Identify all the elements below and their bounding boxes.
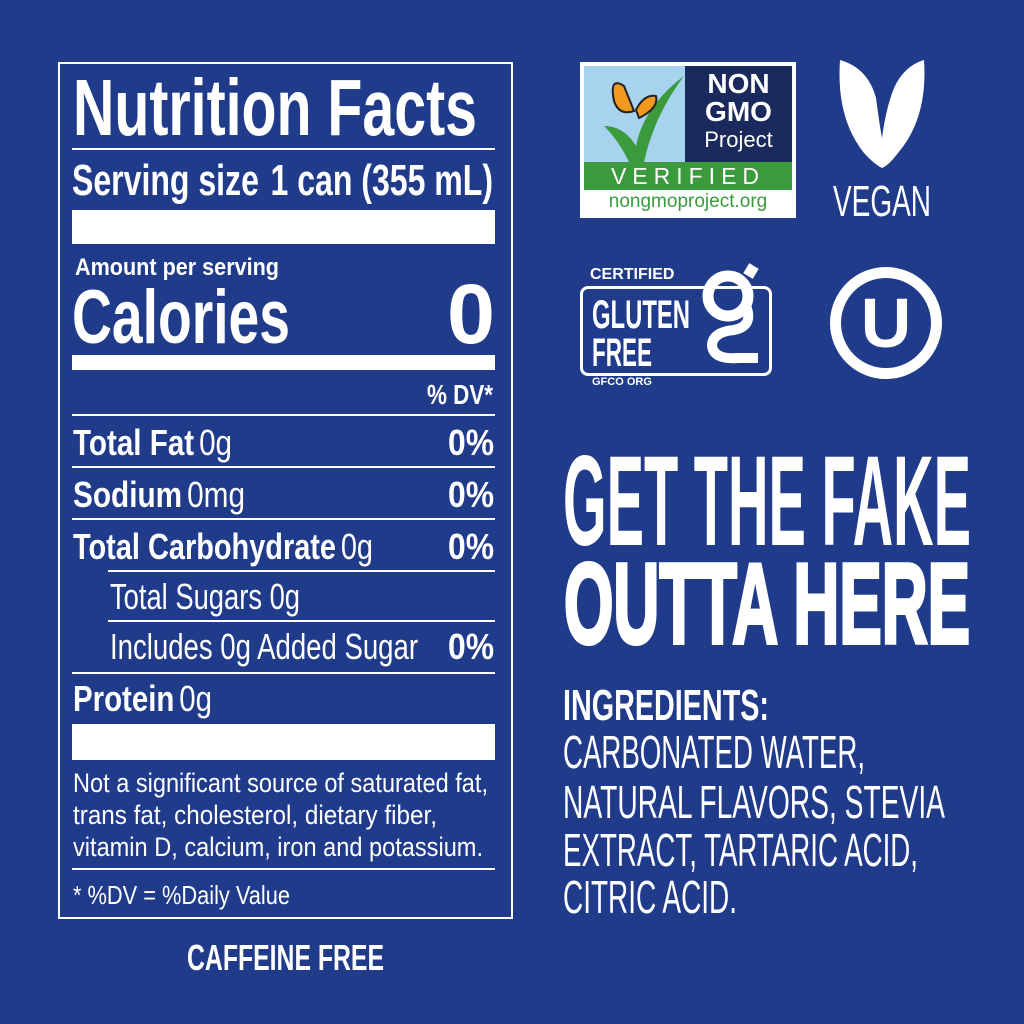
certified-label: CERTIFIED: [590, 266, 675, 283]
svg-text:Includes 0g Added Sugar: Includes 0g Added Sugar: [110, 626, 418, 667]
dv-added-sugar: 0%: [448, 626, 494, 667]
non-gmo-badge: NON GMO Project VERIFIED nongmoproject.o…: [580, 62, 796, 218]
divider-line: [72, 518, 495, 520]
divider-line: [108, 620, 495, 622]
svg-text:Protein0g: Protein0g: [73, 678, 212, 719]
divider-bar: [72, 210, 495, 244]
vegan-v-icon: [839, 60, 925, 168]
nutrient-row-total-fat: Total Fat0g: [73, 422, 232, 463]
nutrient-row-sodium: Sodium0mg: [73, 474, 245, 515]
serving-size: Serving size1 can (355 mL): [72, 156, 493, 205]
dv-sodium: 0%: [448, 474, 494, 515]
divider-line: [72, 868, 495, 870]
gluten-badge-frame: [580, 286, 772, 376]
svg-text:Serving size1 can (355 mL): Serving size1 can (355 mL): [72, 156, 493, 205]
svg-text:INGREDIENTS:: INGREDIENTS:: [563, 681, 769, 730]
dv-header: % DV*: [427, 379, 493, 410]
slogan-line2: OUTTA HERE: [563, 539, 972, 660]
calories-label: Calories: [72, 275, 290, 360]
caffeine-free: CAFFEINE FREE: [187, 937, 384, 978]
g-logo-icon: [702, 263, 759, 364]
nutrient-row-added-sugar: Includes 0g Added Sugar: [110, 626, 418, 667]
dv-total-fat: 0%: [448, 422, 494, 463]
nutrient-row-carbohydrate: Total Carbohydrate0g: [73, 526, 373, 567]
svg-text:GET THE FAKE: GET THE FAKE: [563, 430, 971, 563]
verified-label: VERIFIED: [584, 162, 792, 190]
svg-text:0%: 0%: [448, 526, 494, 567]
svg-text:Total Carbohydrate0g: Total Carbohydrate0g: [73, 526, 373, 567]
divider-line: [72, 148, 495, 150]
svg-text:Not a significant source of sa: Not a significant source of saturated fa…: [73, 768, 488, 798]
divider-line: [72, 672, 495, 674]
dv-carbohydrate: 0%: [448, 526, 494, 567]
calories-value: 0: [447, 267, 495, 361]
nutrient-row-total-sugars: Total Sugars 0g: [110, 576, 300, 617]
butterfly-icon: [584, 66, 685, 162]
gfco-label: GFCO ORG: [592, 376, 652, 388]
svg-text:0%: 0%: [448, 474, 494, 515]
svg-text:vitamin D, calcium, iron and p: vitamin D, calcium, iron and potassium.: [73, 832, 483, 862]
nutrition-title: Nutrition Facts: [73, 63, 477, 152]
divider-line: [72, 414, 495, 416]
footnote-line: Not a significant source of saturated fa…: [73, 768, 488, 798]
svg-text:GLUTEN: GLUTEN: [592, 294, 690, 334]
svg-text:0%: 0%: [448, 626, 494, 667]
ingredients-line: CARBONATED WATER,: [563, 726, 865, 778]
svg-text:CAFFEINE FREE: CAFFEINE FREE: [187, 937, 384, 978]
svg-text:Sodium0mg: Sodium0mg: [73, 474, 245, 515]
divider-bar: [72, 724, 495, 760]
slogan-line1: GET THE FAKE: [563, 430, 971, 563]
nutrient-row-protein: Protein0g: [73, 678, 212, 719]
svg-text:Calories: Calories: [72, 275, 290, 360]
non-gmo-text: NON GMO Project: [685, 66, 792, 162]
svg-text:VEGAN: VEGAN: [833, 177, 931, 226]
svg-text:Amount per serving: Amount per serving: [75, 254, 279, 281]
svg-text:* %DV = %Daily Value: * %DV = %Daily Value: [73, 880, 290, 910]
svg-text:NATURAL FLAVORS, STEVIA: NATURAL FLAVORS, STEVIA: [563, 776, 945, 828]
svg-text:OUTTA HERE: OUTTA HERE: [564, 541, 970, 660]
gluten-free-badge: CERTIFIED GLUTEN FREE GFCO ORG: [580, 262, 780, 392]
nutrition-facts-panel: [58, 62, 513, 919]
free-label: FREE: [592, 332, 652, 372]
svg-text:% DV*: % DV*: [427, 379, 493, 410]
svg-text:CITRIC ACID.: CITRIC ACID.: [563, 871, 737, 923]
gluten-label: GLUTEN: [592, 294, 690, 334]
svg-text:CARBONATED WATER,: CARBONATED WATER,: [563, 726, 865, 778]
svg-text:trans fat, cholesterol, dietar: trans fat, cholesterol, dietary fiber,: [73, 800, 437, 830]
vegan-label: VEGAN: [833, 177, 931, 226]
svg-text:Nutrition Facts: Nutrition Facts: [73, 63, 477, 152]
non-gmo-url: nongmoproject.org: [608, 191, 768, 212]
kosher-u-icon: U: [830, 267, 942, 379]
ingredients-line: EXTRACT, TARTARIC ACID,: [563, 824, 918, 876]
svg-text:EXTRACT, TARTARIC ACID,: EXTRACT, TARTARIC ACID,: [563, 824, 918, 876]
footnote-line: trans fat, cholesterol, dietary fiber,: [73, 800, 437, 830]
svg-text:0: 0: [447, 267, 495, 361]
ingredients-heading: INGREDIENTS:: [563, 681, 769, 730]
amount-per-serving: Amount per serving: [75, 254, 279, 281]
svg-text:Total Sugars 0g: Total Sugars 0g: [110, 576, 300, 617]
divider-line: [72, 466, 495, 468]
ingredients-line: CITRIC ACID.: [563, 871, 737, 923]
svg-text:Total Fat0g: Total Fat0g: [73, 422, 232, 463]
svg-text:0%: 0%: [448, 422, 494, 463]
dv-note: * %DV = %Daily Value: [73, 880, 290, 910]
svg-text:FREE: FREE: [592, 332, 652, 372]
ingredients-line: NATURAL FLAVORS, STEVIA: [563, 776, 945, 828]
footnote-line: vitamin D, calcium, iron and potassium.: [73, 832, 483, 862]
divider-line: [108, 570, 495, 572]
divider-bar: [72, 355, 495, 370]
